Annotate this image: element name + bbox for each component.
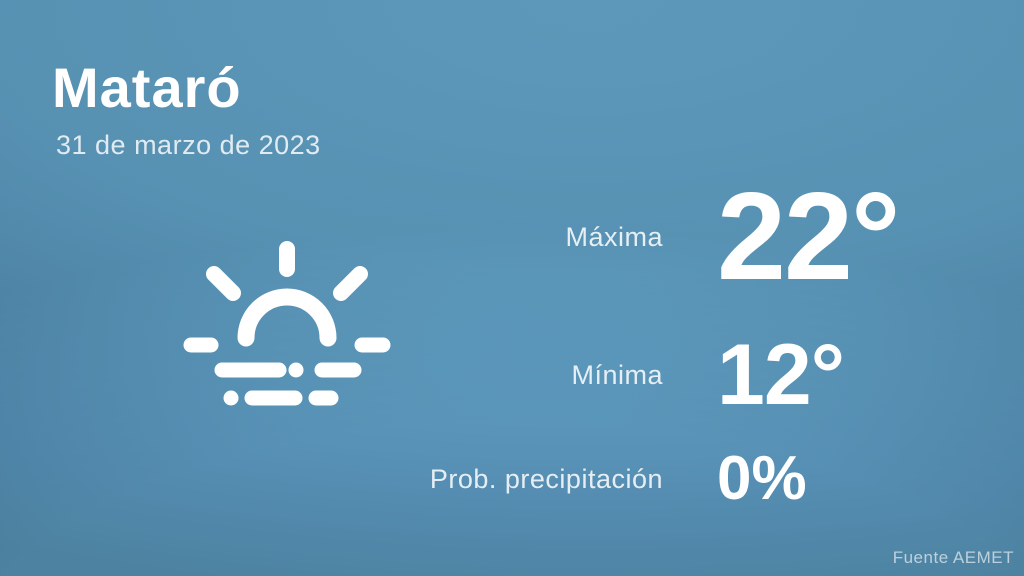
date-label: 31 de marzo de 2023 xyxy=(56,130,321,160)
max-temp-value: 22° xyxy=(717,168,901,306)
min-temp-row: Mínima 12° xyxy=(263,327,845,423)
max-temp-label: Máxima xyxy=(565,221,663,252)
precipitation-label: Prob. precipitación xyxy=(429,463,663,494)
max-temp-row: Máxima 22° xyxy=(263,168,901,306)
page-title: Mataró xyxy=(52,56,242,119)
sun-haze-icon xyxy=(183,241,391,406)
min-temp-label: Mínima xyxy=(571,359,663,390)
min-temp-value: 12° xyxy=(717,327,845,423)
precipitation-value: 0% xyxy=(717,444,807,513)
source-attribution: Fuente AEMET xyxy=(892,548,1014,567)
precipitation-row: Prob. precipitación 0% xyxy=(263,442,807,516)
